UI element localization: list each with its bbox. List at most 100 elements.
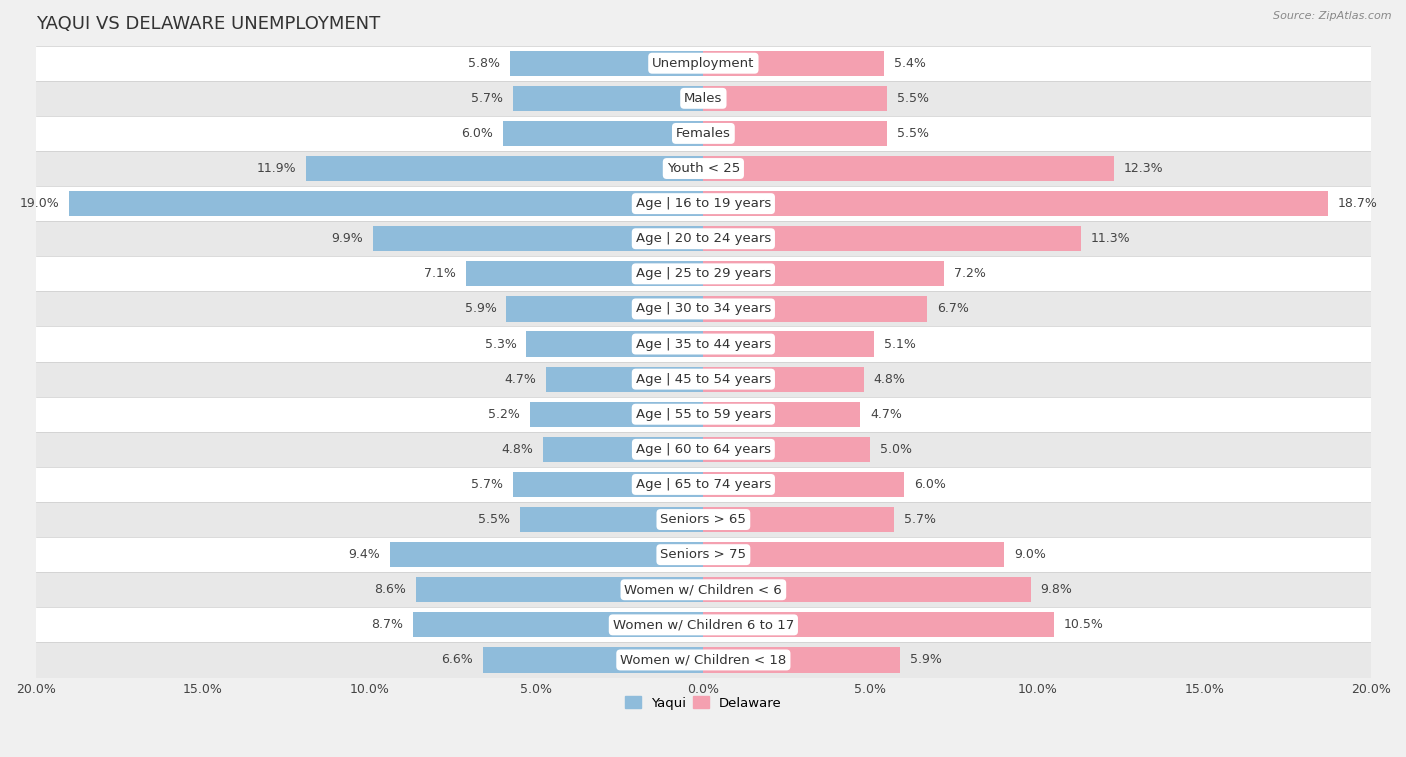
Text: Age | 55 to 59 years: Age | 55 to 59 years (636, 408, 770, 421)
Text: Age | 16 to 19 years: Age | 16 to 19 years (636, 197, 770, 210)
Text: 5.8%: 5.8% (468, 57, 499, 70)
Text: Age | 30 to 34 years: Age | 30 to 34 years (636, 303, 770, 316)
Text: 8.7%: 8.7% (371, 618, 404, 631)
Text: YAQUI VS DELAWARE UNEMPLOYMENT: YAQUI VS DELAWARE UNEMPLOYMENT (35, 15, 380, 33)
Legend: Yaqui, Delaware: Yaqui, Delaware (620, 691, 787, 715)
Bar (703, 507, 894, 532)
Text: 11.3%: 11.3% (1091, 232, 1130, 245)
Bar (703, 402, 860, 427)
Bar (530, 402, 703, 427)
Bar (703, 226, 1081, 251)
Bar (703, 191, 1327, 217)
Text: 5.7%: 5.7% (471, 478, 503, 491)
Bar (703, 121, 887, 146)
Bar (35, 151, 1371, 186)
Bar (35, 467, 1371, 502)
Bar (543, 437, 703, 462)
Bar (35, 81, 1371, 116)
Bar (35, 607, 1371, 643)
Text: 5.4%: 5.4% (894, 57, 925, 70)
Bar (703, 332, 873, 357)
Text: Males: Males (685, 92, 723, 104)
Text: 9.0%: 9.0% (1014, 548, 1046, 561)
Text: 5.7%: 5.7% (904, 513, 935, 526)
Text: Age | 65 to 74 years: Age | 65 to 74 years (636, 478, 770, 491)
Text: Females: Females (676, 127, 731, 140)
Bar (35, 116, 1371, 151)
Bar (513, 86, 703, 111)
Text: Age | 20 to 24 years: Age | 20 to 24 years (636, 232, 770, 245)
Bar (703, 612, 1054, 637)
Text: 6.0%: 6.0% (914, 478, 946, 491)
Bar (467, 261, 703, 286)
Text: 5.1%: 5.1% (883, 338, 915, 350)
Bar (526, 332, 703, 357)
Bar (703, 542, 1004, 567)
Bar (35, 362, 1371, 397)
Text: 9.9%: 9.9% (330, 232, 363, 245)
Text: 12.3%: 12.3% (1123, 162, 1164, 175)
Text: Seniors > 75: Seniors > 75 (661, 548, 747, 561)
Bar (35, 326, 1371, 362)
Bar (35, 537, 1371, 572)
Bar (503, 121, 703, 146)
Bar (703, 86, 887, 111)
Text: 5.7%: 5.7% (471, 92, 503, 104)
Text: 6.6%: 6.6% (441, 653, 472, 666)
Text: 10.5%: 10.5% (1064, 618, 1104, 631)
Bar (35, 291, 1371, 326)
Text: Seniors > 65: Seniors > 65 (661, 513, 747, 526)
Text: 5.9%: 5.9% (464, 303, 496, 316)
Bar (307, 156, 703, 181)
Bar (506, 296, 703, 322)
Text: 9.4%: 9.4% (347, 548, 380, 561)
Text: Age | 60 to 64 years: Age | 60 to 64 years (636, 443, 770, 456)
Text: 18.7%: 18.7% (1337, 197, 1378, 210)
Text: Age | 45 to 54 years: Age | 45 to 54 years (636, 372, 770, 385)
Text: 5.3%: 5.3% (485, 338, 516, 350)
Text: Youth < 25: Youth < 25 (666, 162, 740, 175)
Bar (484, 647, 703, 673)
Text: 5.5%: 5.5% (897, 92, 929, 104)
Text: 7.2%: 7.2% (953, 267, 986, 280)
Bar (35, 431, 1371, 467)
Text: 5.5%: 5.5% (478, 513, 510, 526)
Text: Unemployment: Unemployment (652, 57, 755, 70)
Text: 4.7%: 4.7% (505, 372, 537, 385)
Bar (703, 437, 870, 462)
Bar (703, 577, 1031, 603)
Bar (35, 502, 1371, 537)
Bar (35, 397, 1371, 431)
Text: 6.7%: 6.7% (936, 303, 969, 316)
Text: Age | 35 to 44 years: Age | 35 to 44 years (636, 338, 770, 350)
Bar (35, 45, 1371, 81)
Text: 5.0%: 5.0% (880, 443, 912, 456)
Bar (513, 472, 703, 497)
Text: 4.7%: 4.7% (870, 408, 903, 421)
Bar (35, 572, 1371, 607)
Bar (703, 156, 1114, 181)
Bar (35, 186, 1371, 221)
Bar (69, 191, 703, 217)
Text: 9.8%: 9.8% (1040, 583, 1073, 597)
Bar (520, 507, 703, 532)
Text: 5.5%: 5.5% (897, 127, 929, 140)
Text: 4.8%: 4.8% (873, 372, 905, 385)
Text: 5.2%: 5.2% (488, 408, 520, 421)
Bar (35, 221, 1371, 257)
Text: 7.1%: 7.1% (425, 267, 457, 280)
Text: Age | 25 to 29 years: Age | 25 to 29 years (636, 267, 770, 280)
Bar (703, 261, 943, 286)
Bar (35, 257, 1371, 291)
Bar (373, 226, 703, 251)
Bar (703, 296, 927, 322)
Text: 11.9%: 11.9% (256, 162, 297, 175)
Bar (703, 647, 900, 673)
Bar (510, 51, 703, 76)
Text: Women w/ Children < 18: Women w/ Children < 18 (620, 653, 786, 666)
Text: 5.9%: 5.9% (910, 653, 942, 666)
Text: Women w/ Children 6 to 17: Women w/ Children 6 to 17 (613, 618, 794, 631)
Bar (416, 577, 703, 603)
Bar (35, 643, 1371, 678)
Bar (413, 612, 703, 637)
